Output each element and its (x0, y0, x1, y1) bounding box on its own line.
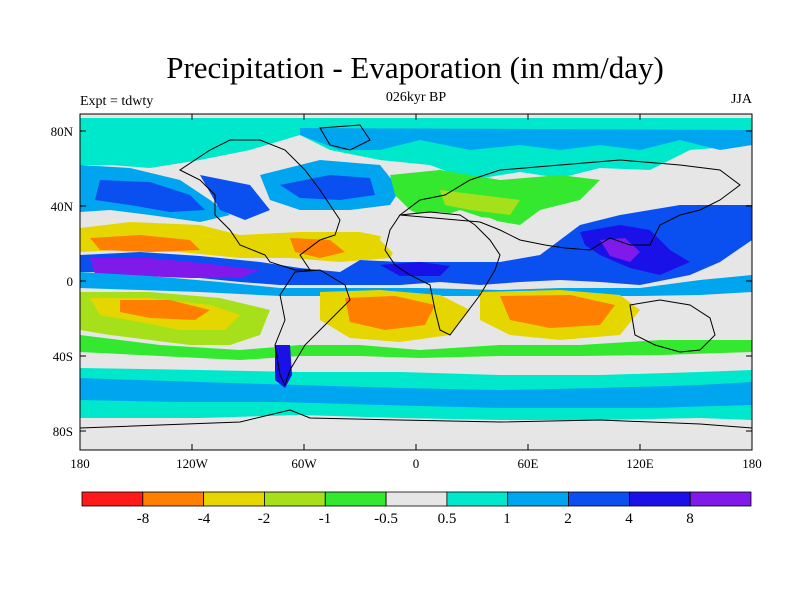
colorbar-label: 2 (564, 511, 572, 527)
colorbar-swatch (446, 491, 509, 507)
colorbar-label: 1 (503, 511, 511, 527)
colorbar-swatch (568, 491, 630, 507)
season-label: JJA (730, 92, 752, 107)
subtitle: 026kyr BP (385, 90, 447, 105)
colorbar-swatch (385, 491, 448, 507)
colorbar-swatch (689, 491, 752, 507)
colorbar-label: -8 (137, 511, 150, 527)
north-pacific-core (95, 180, 205, 212)
colorbar-boxes (81, 491, 752, 507)
longitude-axis: 180 120W 60W 0 60E 120E 180 (70, 114, 762, 471)
lat-tick-label: 40S (53, 349, 73, 364)
coastlines (80, 124, 752, 429)
colorbar-label: -0.5 (374, 511, 398, 527)
colorbar-swatch (264, 491, 326, 507)
southern-ocean-storm-core (80, 378, 752, 408)
south-pacific-deficit-core (120, 300, 210, 320)
colorbar-label: -2 (258, 511, 271, 527)
colorbar-swatch (142, 491, 205, 507)
latitude-axis: 80N 40N 0 40S 80S (51, 124, 752, 439)
experiment-label: Expt = tdwty (80, 94, 154, 109)
eurasia-drying-core (440, 190, 520, 215)
lon-tick-label: 120E (626, 456, 654, 471)
australia-coast (629, 299, 716, 353)
eurasia-coast (398, 159, 741, 251)
colorbar-swatch (81, 491, 144, 507)
southern-midlat-transition (80, 335, 752, 360)
lat-tick-label: 40N (51, 199, 74, 214)
arctic-moist-core (300, 128, 752, 150)
colorbar: -8 -4 -2 -1 -0.5 0.5 1 2 4 8 (81, 491, 752, 527)
colorbar-label: -4 (198, 511, 211, 527)
lon-tick-label: 60E (518, 456, 539, 471)
north-atlantic-core (280, 175, 375, 200)
greenland-coast (319, 124, 371, 151)
colorbar-label: 0.5 (438, 511, 457, 527)
asian-monsoon-max (600, 238, 640, 262)
pacific-itcz-max (90, 258, 260, 278)
colorbar-swatch (628, 491, 691, 507)
colorbar-label: 4 (625, 511, 633, 527)
lat-tick-label: 80N (51, 124, 74, 139)
colorbar-swatch (507, 491, 569, 507)
south-indian-deficit-core (500, 295, 615, 328)
west-africa-monsoon-max (380, 262, 450, 276)
north-america-coast (179, 139, 341, 271)
itcz-wet-band (80, 205, 752, 285)
lon-tick-label: 120W (176, 456, 209, 471)
lat-tick-label: 0 (67, 274, 74, 289)
colorbar-label: -1 (319, 511, 332, 527)
south-atlantic-deficit-core (345, 296, 435, 330)
equatorial-transition (80, 272, 752, 296)
lon-tick-label: 180 (742, 456, 762, 471)
north-pacific-subtropic-core (90, 235, 200, 252)
north-pacific-east (200, 175, 270, 220)
colorbar-swatch (203, 491, 265, 507)
antarctica-coast (80, 409, 752, 429)
africa-coast (384, 211, 501, 336)
lon-tick-label: 60W (291, 456, 317, 471)
page-title: Precipitation - Evaporation (in mm/day) (166, 50, 664, 85)
lon-tick-label: 180 (70, 456, 90, 471)
south-america-coast (274, 269, 351, 387)
north-atlantic-subtropic-core (290, 238, 345, 258)
lon-tick-label: 0 (413, 456, 420, 471)
map-field (80, 114, 752, 450)
lat-tick-label: 80S (53, 424, 73, 439)
colorbar-label: 8 (686, 511, 694, 527)
colorbar-swatch (324, 491, 387, 507)
antarctica-neutral (80, 428, 752, 450)
